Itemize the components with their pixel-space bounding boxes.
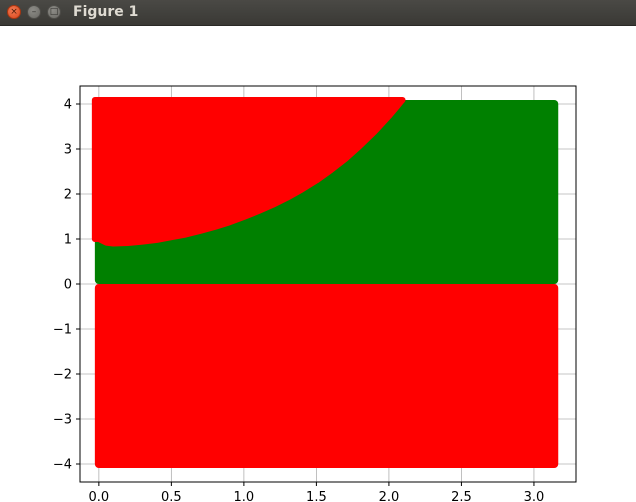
- y-tick-label: 1: [64, 233, 72, 248]
- x-tick-label: 3.0: [524, 490, 545, 502]
- y-tick-label: 0: [64, 278, 72, 293]
- y-tick-label: 3: [64, 143, 72, 158]
- series-red-lower-region: [94, 284, 559, 468]
- maximize-icon[interactable]: □: [47, 5, 61, 19]
- x-tick-label: 1.5: [306, 490, 327, 502]
- close-icon[interactable]: ×: [7, 5, 21, 19]
- x-tick-label: 0.5: [161, 490, 182, 502]
- window-title: Figure 1: [73, 4, 139, 20]
- window-titlebar: × – □ Figure 1: [0, 0, 636, 26]
- series-red-upper-region: [91, 97, 406, 247]
- data-regions: [91, 97, 559, 468]
- y-axis-ticks: −4 −3 −2 −1 0 1 2 3 4: [53, 98, 80, 473]
- x-tick-label: 2.0: [379, 490, 400, 502]
- minimize-icon[interactable]: –: [27, 5, 41, 19]
- y-tick-label: −4: [53, 458, 72, 473]
- x-axis-ticks: 0.0 0.5 1.0 1.5 2.0 2.5 3.0: [89, 482, 545, 502]
- x-tick-label: 0.0: [89, 490, 110, 502]
- y-tick-label: −1: [53, 323, 72, 338]
- y-tick-label: 2: [64, 188, 72, 203]
- y-tick-label: −2: [53, 368, 72, 383]
- x-tick-label: 1.0: [234, 490, 255, 502]
- y-tick-label: 4: [64, 98, 72, 113]
- y-tick-label: −3: [53, 413, 72, 428]
- x-tick-label: 2.5: [451, 490, 472, 502]
- figure-canvas: 0.0 0.5 1.0 1.5 2.0 2.5 3.0 −4 −3 −2 −1 0 1 2 3 4: [53, 85, 577, 502]
